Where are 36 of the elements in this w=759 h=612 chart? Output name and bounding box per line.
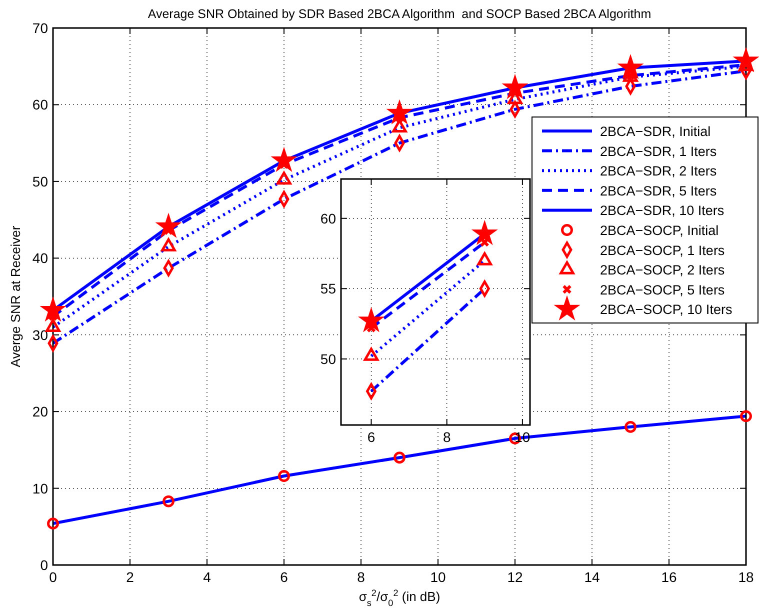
y-tick-label: 30 — [32, 326, 48, 343]
x-tick-label: 4 — [203, 569, 212, 585]
x-tick-label: 6 — [367, 429, 376, 445]
legend-label: 2BCA−SDR, 5 Iters — [600, 183, 717, 198]
legend-label: 2BCA−SDR, Initial — [600, 124, 711, 139]
x-tick-label: 10 — [514, 429, 530, 445]
y-tick-label: 10 — [32, 480, 48, 496]
y-tick-label: 70 — [32, 20, 48, 36]
y-tick-label: 60 — [320, 210, 336, 226]
x-axis-title: σ$_{s}$$^{2}$/σ$_{0}$$^{2}$ (in dB) — [358, 588, 440, 608]
legend-label: 2BCA−SDR, 1 Iters — [600, 144, 717, 159]
x-tick-label: 8 — [357, 569, 366, 585]
legend-label: 2BCA−SDR, 2 Iters — [600, 164, 717, 179]
y-tick-label: 60 — [32, 96, 48, 113]
x-tick-label: 8 — [442, 429, 451, 445]
y-tick-label: 40 — [32, 250, 48, 266]
legend-label: 2BCA−SOCP, 1 Iters — [600, 242, 725, 258]
x-tick-label: 18 — [738, 569, 754, 585]
legend-label: 2BCA−SOCP, 10 Iters — [600, 302, 732, 318]
y-tick-label: 0 — [40, 557, 48, 573]
y-tick-label: 50 — [320, 350, 336, 367]
x-tick-label: 6 — [280, 569, 288, 585]
y-axis-title: Averge SNR at Receiver — [8, 225, 23, 368]
legend-label: 2BCA−SDR, 10 Iters — [600, 203, 724, 218]
x-tick-label: 2 — [126, 569, 134, 585]
legend-label: 2BCA−SOCP, 2 Iters — [600, 262, 725, 278]
legend-label: 2BCA−SOCP, 5 Iters — [600, 282, 725, 298]
x-tick-label: 10 — [430, 569, 446, 585]
legend-label: 2BCA−SOCP, Initial — [600, 223, 719, 238]
y-tick-label: 20 — [32, 404, 48, 420]
x-tick-label: 14 — [584, 569, 600, 585]
y-tick-label: 50 — [32, 173, 48, 190]
x-tick-label: 16 — [661, 569, 677, 585]
chart-title: Average SNR Obtained by SDR Based 2BCA Algorithm and SOCP Based 2BCA Algorithm — [148, 7, 652, 21]
y-tick-label: 55 — [320, 280, 336, 297]
x-tick-label: 12 — [507, 569, 523, 585]
